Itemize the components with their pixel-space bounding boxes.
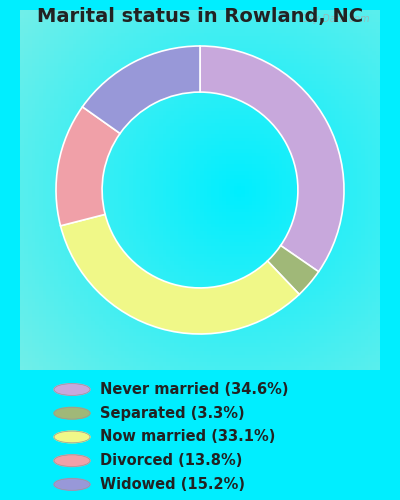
Wedge shape — [60, 214, 299, 334]
Wedge shape — [268, 246, 318, 294]
Text: Never married (34.6%): Never married (34.6%) — [100, 382, 288, 397]
Circle shape — [54, 408, 90, 419]
Circle shape — [54, 478, 90, 490]
Wedge shape — [56, 107, 120, 226]
Text: Now married (33.1%): Now married (33.1%) — [100, 430, 275, 444]
Text: Separated (3.3%): Separated (3.3%) — [100, 406, 245, 420]
Wedge shape — [82, 46, 200, 134]
Circle shape — [54, 431, 90, 443]
Text: City-Data.com: City-Data.com — [300, 14, 370, 24]
Text: Marital status in Rowland, NC: Marital status in Rowland, NC — [37, 7, 363, 26]
Text: Widowed (15.2%): Widowed (15.2%) — [100, 477, 245, 492]
Circle shape — [54, 455, 90, 466]
Wedge shape — [200, 46, 344, 272]
Text: Divorced (13.8%): Divorced (13.8%) — [100, 453, 242, 468]
Circle shape — [54, 384, 90, 396]
